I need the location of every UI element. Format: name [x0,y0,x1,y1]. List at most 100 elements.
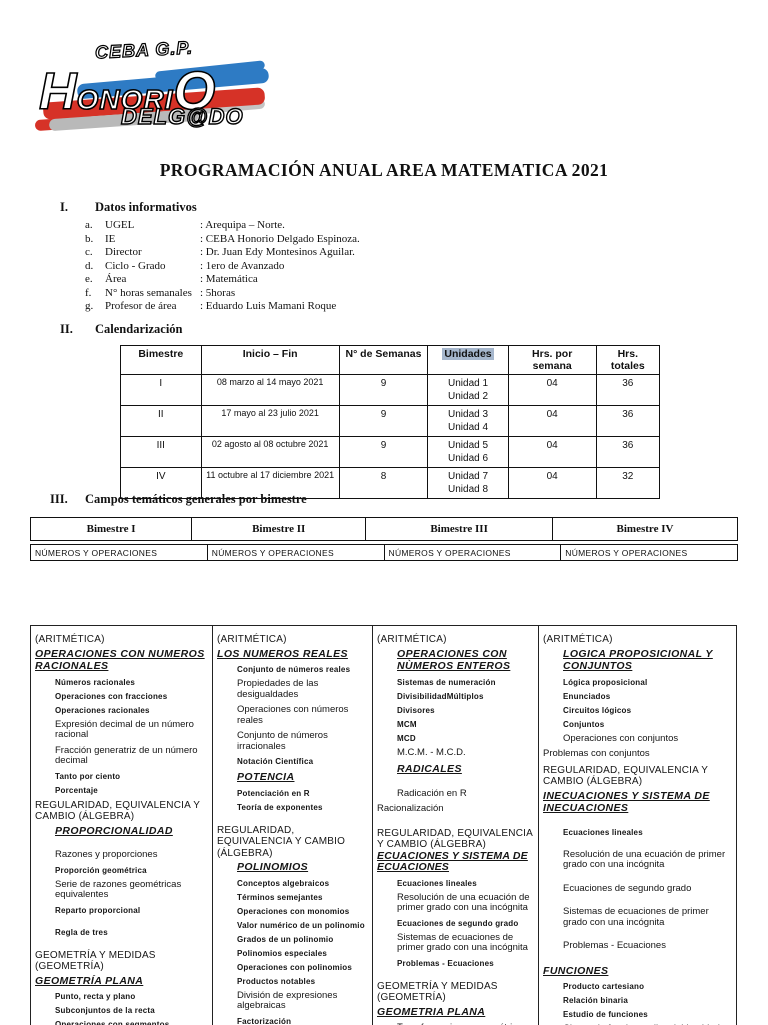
section-numeral: III. [50,492,85,507]
logo-ceba-text: CEBA G.P. [95,37,194,63]
curriculum-item: Fracción generatriz de un número decimal [55,746,207,767]
table-header-cell: Bimestre [121,346,202,375]
curriculum-item-heading: ECUACIONES Y SISTEMA DE ECUACIONES [377,850,528,874]
curriculum-item: Conceptos algebraicos [237,879,367,888]
datos-item-label: Área [105,273,200,287]
curriculum-item: Problemas con conjuntos [543,749,731,760]
curriculum-item: Teoría de exponentes [237,803,367,812]
campos-data-cell: NÚMEROS Y OPERACIONES [561,545,738,561]
curriculum-item: Serie de razones geométricas equivalente… [55,880,207,901]
campos-header-cell: Bimestre III [366,518,553,541]
cell-inicio-fin: 08 marzo al 14 mayo 2021 [201,375,339,406]
curriculum-item: MCD [397,734,533,743]
cell-bimestre: III [121,437,202,468]
curriculum-item: POTENCIA [237,771,367,784]
cell-semanas: 9 [339,406,428,437]
campos-data-cell: NÚMEROS Y OPERACIONES [31,545,208,561]
curriculum-item: Conjunto de números irracionales [237,731,367,752]
curriculum-item: Punto, recta y plano [55,992,207,1001]
curriculum-item: Producto cartesiano [563,982,731,991]
curriculum-item: Lógica proposicional [563,678,731,687]
curriculum-item: Ecuaciones lineales [563,828,731,837]
curriculum-item: Expresión decimal de un número racional [55,720,207,741]
datos-item-letter: e. [85,273,105,287]
datos-item-value: : 5horas [200,287,235,301]
curriculum-item: Productos notables [237,977,367,986]
curriculum-item: (ARITMÉTICA) [543,634,731,646]
datos-item-value: : Matemática [200,273,258,287]
cell-unidades: Unidad 1 Unidad 2 [428,375,508,406]
cell-inicio-fin: 02 agosto al 08 octubre 2021 [201,437,339,468]
curriculum-item: OPERACIONES CON NÙMEROS ENTEROS [397,648,533,673]
datos-item-label: Director [105,246,200,260]
curriculum-item: Sistemas de ecuaciones de primer grado c… [397,933,533,954]
table-header-cell: Unidades [428,346,508,375]
curriculum-item: LOGICA PROPOSICIONAL Y CONJUNTOS [563,648,731,673]
datos-item-letter: g. [85,300,105,314]
datos-item: a.UGEL: Arequipa – Norte. [60,219,720,233]
datos-item-value: : CEBA Honorio Delgado Espinoza. [200,233,360,247]
curriculum-item: REGULARIDAD, EQUIVALENCIA Y CAMBIO (ÁLGE… [217,825,367,860]
section-heading: Calendarización [95,322,183,337]
datos-item-value: : 1ero de Avanzado [200,260,284,274]
curriculum-column: (ARITMÉTICA)OPERACIONES CON NÙMEROS ENTE… [373,626,539,1025]
cell-hrs-totales: 36 [596,406,659,437]
curriculum-item: Operaciones con polinomios [237,963,367,972]
curriculum-item: M.C.M. - M.C.D. [397,748,533,759]
datos-item-letter: d. [85,260,105,274]
datos-item-value: : Dr. Juan Edy Montesinos Aguilar. [200,246,355,260]
curriculum-item: Problemas - Ecuaciones [397,959,533,968]
cell-inicio-fin: 17 mayo al 23 julio 2021 [201,406,339,437]
curriculum-item: Operaciones con números reales [237,705,367,726]
curriculum-item: DivisibilidadMúltiplos [397,692,533,701]
section-numeral: I. [60,200,95,215]
logo-delgado-text: DELG@DO [121,106,244,128]
curriculum-item: Divisores [397,706,533,715]
table-header-cell: Hrs. por semana [508,346,596,375]
curriculum-item: Resolución de una ecuación de primer gra… [563,850,731,871]
curriculum-item: OPERACIONES CON NUMEROS RACIONALES [35,648,207,673]
curriculum-item: Ecuaciones de segundo grado [397,919,533,928]
curriculum-item: Operaciones con segmentos [55,1020,207,1025]
logo-letter-h: H [39,63,77,121]
curriculum-item: RADICALES [397,763,533,776]
datos-item-value: : Eduardo Luis Mamani Roque [200,300,336,314]
curriculum-item: Racionalización [377,804,533,815]
section-campos-tematicos: III. Campos temáticos generales por bime… [30,492,740,561]
curriculum-item: LOS NUMEROS REALES [217,648,367,661]
curriculum-item: MCM [397,720,533,729]
curriculum-item: Conjunto de números reales [237,665,367,674]
curriculum-item: REGULARIDAD, EQUIVALENCIA Y CAMBIO (ÁLGE… [543,765,731,788]
section-heading: Campos temáticos generales por bimestre [85,492,307,507]
curriculum-item: PROPORCIONALIDAD [55,825,207,838]
cell-hrs-totales: 36 [596,375,659,406]
datos-item: g.Profesor de área: Eduardo Luis Mamani … [60,300,720,314]
curriculum-column: (ARITMÉTICA) LOGICA PROPOSICIONAL Y CONJU… [539,626,736,1025]
curriculum-item: Operaciones racionales [55,706,207,715]
curriculum-item: Subconjuntos de la recta [55,1006,207,1015]
campos-data-cell: NÚMEROS Y OPERACIONES [207,545,384,561]
curriculum-item: (ARITMÉTICA) [35,634,207,646]
cell-hrs-totales: 36 [596,437,659,468]
curriculum-item: Reparto proporcional [55,906,207,915]
curriculum-item: GEOMETRÍA Y MEDIDAS (GEOMETRÍA) [377,981,533,1004]
curriculum-item: INECUACIONES Y SISTEMA DE INECUACIONES [543,790,731,815]
datos-item-letter: a. [85,219,105,233]
curriculum-item: Potenciación en R [237,789,367,798]
curriculum-item: Notación Científica [237,757,367,766]
datos-item-label: UGEL [105,219,200,233]
section-numeral: II. [60,322,95,337]
curriculum-item: Proporción geométrica [55,866,207,875]
curriculum-item: (ARITMÉTICA) [217,634,367,646]
datos-item-value: : Arequipa – Norte. [200,219,285,233]
datos-item-letter: c. [85,246,105,260]
curriculum-item: Radicación en R [397,789,533,800]
datos-item-label: N° horas semanales [105,287,200,301]
unidades-highlight: Unidades [442,348,493,360]
curriculum-item: Ecuaciones lineales [397,879,533,888]
